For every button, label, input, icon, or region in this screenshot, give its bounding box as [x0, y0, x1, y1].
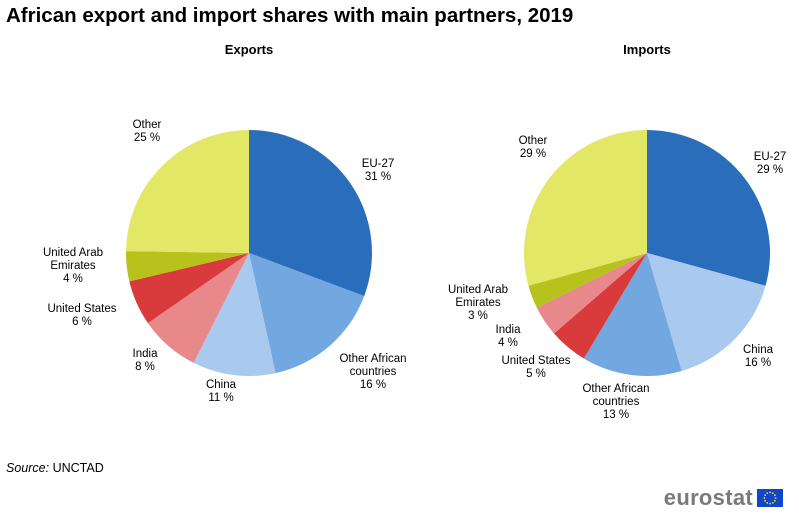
imports-label-other: Other 29 %	[519, 135, 548, 160]
exports-label-other-african-countries: Other African countries 16 %	[339, 353, 406, 391]
eurostat-logo: eurostat	[664, 487, 783, 509]
imports-slice-united-arab-emirates	[528, 253, 647, 308]
imports-label-china: China 16 %	[743, 344, 774, 369]
imports-label-united-states: United States 5 %	[501, 355, 570, 380]
imports-slice-united-states	[554, 253, 647, 359]
exports-slice-united-states	[129, 253, 249, 324]
imports-label-united-arab-emirates: United Arab Emirates 3 %	[448, 284, 508, 322]
imports-slice-eu-27	[647, 130, 770, 286]
imports-label-eu-27: EU-27 29 %	[754, 151, 787, 176]
source-value: UNCTAD	[52, 461, 104, 475]
exports-label-eu-27: EU-27 31 %	[362, 158, 395, 183]
source-note: Source: UNCTAD	[6, 461, 104, 475]
page-title: African export and import shares with ma…	[6, 4, 574, 27]
exports-slice-other-african-countries	[249, 253, 365, 374]
exports-label-united-states: United States 6 %	[47, 303, 116, 328]
exports-label-other: Other 25 %	[133, 119, 162, 144]
source-label: Source:	[6, 461, 50, 475]
imports-label-other-african-countries: Other African countries 13 %	[582, 383, 649, 421]
exports-pie: EU-27 31 % Other African countries 16 % China…	[43, 119, 407, 404]
exports-slice-other	[126, 130, 249, 253]
imports-chart-title: Imports	[623, 42, 671, 57]
eu-flag-icon	[757, 489, 783, 507]
eurostat-wordmark: eurostat	[663, 485, 753, 510]
exports-label-united-arab-emirates: United Arab Emirates 4 %	[43, 247, 103, 285]
imports-slice-other-african-countries	[583, 253, 682, 376]
imports-pie: EU-27 29 % China 16 % Other African countries…	[448, 130, 786, 421]
imports-slice-india	[536, 253, 647, 334]
exports-label-india: India 8 %	[133, 348, 159, 373]
exports-chart-title: Exports	[224, 42, 274, 57]
exports-label-china: China 11 %	[206, 379, 237, 404]
imports-slice-china	[647, 253, 766, 372]
imports-slice-other	[524, 130, 647, 286]
exports-slice-india	[147, 253, 249, 363]
exports-slice-united-arab-emirates	[125, 251, 249, 282]
imports-label-india: India 4 %	[496, 324, 522, 349]
exports-slice-china	[193, 253, 276, 377]
exports-slice-eu-27	[249, 130, 372, 297]
